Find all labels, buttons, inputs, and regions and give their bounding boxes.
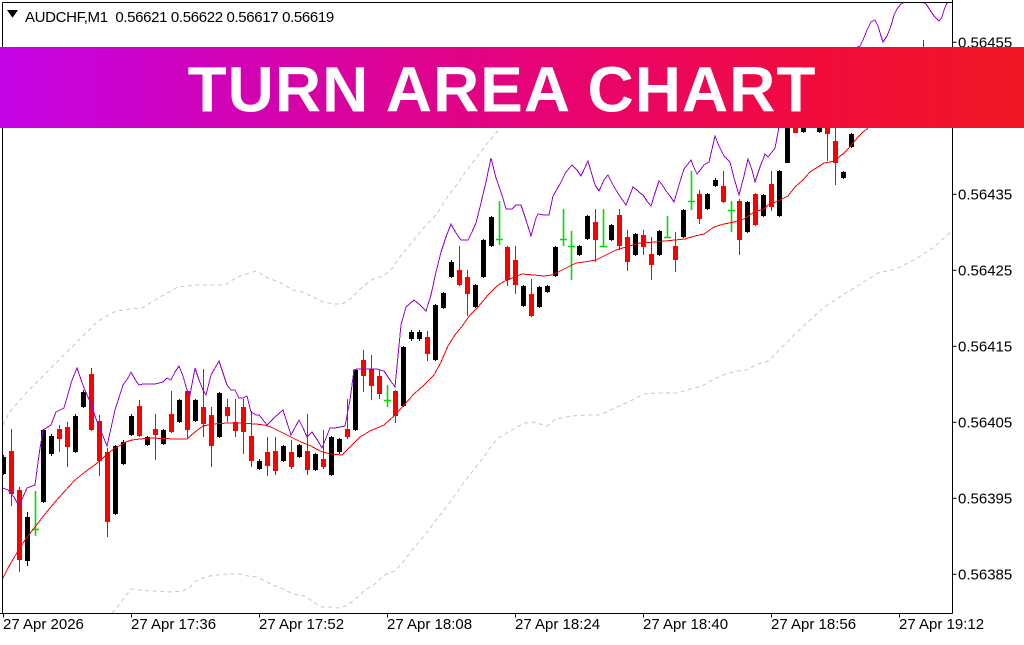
svg-text:0.56395: 0.56395 bbox=[958, 491, 1012, 508]
svg-text:27 Apr 17:36: 27 Apr 17:36 bbox=[131, 616, 216, 633]
svg-text:27 Apr 2026: 27 Apr 2026 bbox=[3, 616, 84, 633]
svg-text:AUDCHF,M1 0.56621 0.56622 0.5: AUDCHF,M1 0.56621 0.56622 0.56617 0.5661… bbox=[25, 9, 334, 26]
svg-text:0.56425: 0.56425 bbox=[958, 263, 1012, 280]
svg-text:27 Apr 19:12: 27 Apr 19:12 bbox=[899, 616, 984, 633]
svg-text:0.56415: 0.56415 bbox=[958, 339, 1012, 356]
svg-text:0.56405: 0.56405 bbox=[958, 415, 1012, 432]
svg-text:27 Apr 17:52: 27 Apr 17:52 bbox=[259, 616, 344, 633]
svg-text:0.56435: 0.56435 bbox=[958, 187, 1012, 204]
svg-text:27 Apr 18:40: 27 Apr 18:40 bbox=[643, 616, 728, 633]
svg-text:27 Apr 18:56: 27 Apr 18:56 bbox=[771, 616, 856, 633]
svg-text:0.56385: 0.56385 bbox=[958, 567, 1012, 584]
svg-text:TURN AREA CHART: TURN AREA CHART bbox=[188, 54, 817, 126]
svg-text:27 Apr 18:08: 27 Apr 18:08 bbox=[387, 616, 472, 633]
svg-text:27 Apr 18:24: 27 Apr 18:24 bbox=[515, 616, 600, 633]
